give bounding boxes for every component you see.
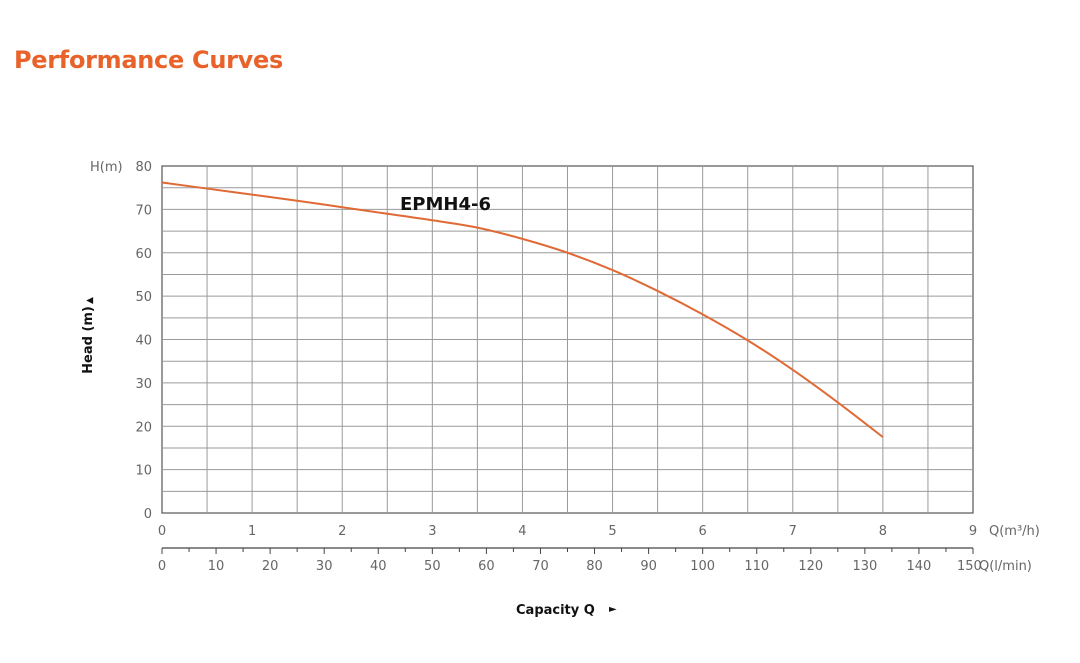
x-tick-label: 4 bbox=[518, 524, 526, 539]
x2-tick-label: 30 bbox=[316, 559, 333, 574]
x2-tick-label: 150 bbox=[957, 559, 982, 574]
x-tick-label: 6 bbox=[699, 524, 707, 539]
x-axis-arrow: ► bbox=[609, 604, 617, 615]
series-line-epmh4-6 bbox=[161, 181, 884, 438]
series-label: EPMH4-6 bbox=[400, 194, 491, 215]
y-tick-label: 40 bbox=[135, 334, 152, 349]
x-tick-label: 3 bbox=[428, 524, 436, 539]
x2-tick-label: 130 bbox=[852, 559, 877, 574]
x2-unit-label: Q(l/min) bbox=[979, 559, 1032, 574]
y-tick-label: 50 bbox=[135, 290, 152, 305]
y-axis-arrow: ▲ bbox=[85, 297, 95, 304]
x-tick-label: 9 bbox=[969, 524, 977, 539]
y-tick-label: 10 bbox=[135, 464, 152, 479]
y-tick-label: 80 bbox=[135, 160, 152, 175]
x2-tick-label: 100 bbox=[690, 559, 715, 574]
y-tick-label: 30 bbox=[135, 377, 152, 392]
x2-tick-label: 40 bbox=[370, 559, 387, 574]
y-tick-label: 20 bbox=[135, 420, 152, 435]
x2-tick-label: 60 bbox=[478, 559, 495, 574]
x2-tick-label: 50 bbox=[424, 559, 441, 574]
x2-tick-label: 140 bbox=[907, 559, 932, 574]
x-unit-label: Q(m³/h) bbox=[989, 524, 1040, 539]
x2-tick-label: 80 bbox=[586, 559, 603, 574]
x2-tick-label: 70 bbox=[532, 559, 549, 574]
y-unit-label: H(m) bbox=[90, 160, 123, 175]
y-axis-title: Head (m) bbox=[81, 306, 96, 374]
x2-tick-label: 90 bbox=[640, 559, 657, 574]
x2-tick-label: 120 bbox=[798, 559, 823, 574]
x2-tick-label: 10 bbox=[208, 559, 225, 574]
x-tick-label: 8 bbox=[879, 524, 887, 539]
y-tick-label: 70 bbox=[135, 203, 152, 218]
grid bbox=[161, 165, 974, 514]
page-title: Performance Curves bbox=[14, 46, 283, 74]
x-tick-label: 0 bbox=[158, 524, 166, 539]
x-axis-title: Capacity Q bbox=[516, 603, 595, 618]
series-layer bbox=[161, 181, 884, 438]
x2-tick-label: 20 bbox=[262, 559, 279, 574]
x-tick-label: 2 bbox=[338, 524, 346, 539]
y-tick-label: 0 bbox=[144, 507, 152, 522]
x-tick-label: 5 bbox=[608, 524, 616, 539]
x-tick-label: 7 bbox=[789, 524, 797, 539]
x2-tick-label: 0 bbox=[158, 559, 166, 574]
x-tick-label: 1 bbox=[248, 524, 256, 539]
x2-tick-label: 110 bbox=[744, 559, 769, 574]
y-tick-label: 60 bbox=[135, 247, 152, 262]
